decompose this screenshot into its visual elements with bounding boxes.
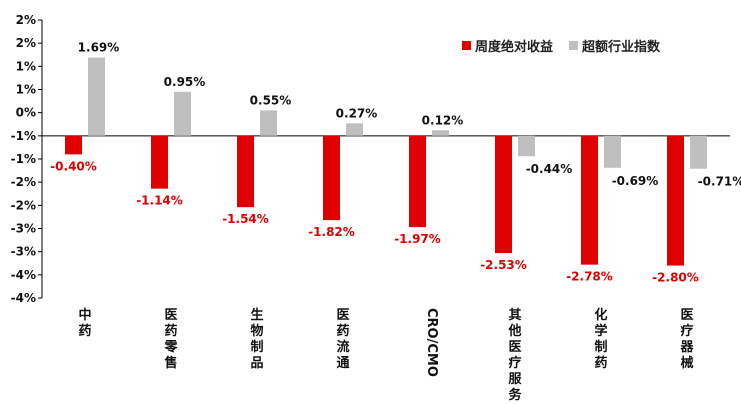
data-label-excess-index-1: 1.69% [78,41,120,55]
legend-item-excess-index: 超额行业指数 [569,36,660,55]
category-label-4: 医药流通 [336,308,350,371]
legend-label-excess-index: 超额行业指数 [582,40,661,55]
bar-excess-index-1 [88,57,105,136]
category-label-7: 化学制药 [594,308,608,371]
category-label-1: 中药 [78,308,92,339]
data-label-excess-index-4: 0.27% [336,106,378,120]
bar-absolute-return-3 [237,135,254,208]
y-tick-label: -4% [11,268,36,282]
bar-excess-index-4 [346,123,363,136]
bar-absolute-return-5 [409,135,426,228]
category-label-8: 医疗器械 [680,308,694,371]
category-label-3: 生物制品 [250,308,264,371]
y-tick-label: -4% [11,291,36,305]
data-label-excess-index-5: 0.12% [422,113,464,127]
y-tick-label: -2% [11,198,36,212]
chart-legend: 周度绝对收益 超额行业指数 [462,36,660,55]
legend-item-absolute-return: 周度绝对收益 [462,36,553,55]
bar-absolute-return-7 [581,135,598,265]
category-label-5: CRO/CMO [424,308,439,377]
data-label-excess-index-3: 0.55% [250,93,292,107]
bar-absolute-return-6 [495,135,512,254]
data-label-absolute-return-6: -2.53% [480,258,527,272]
chart-bars [65,57,707,266]
bar-excess-index-6 [518,135,535,157]
y-tick-label: -3% [11,222,36,236]
data-label-absolute-return-7: -2.78% [566,270,613,284]
category-label-6: 其他医疗服务 [508,308,522,403]
y-tick-label: 1% [16,59,36,73]
bar-excess-index-8 [690,135,707,169]
y-tick-label: -3% [11,245,36,259]
data-label-absolute-return-4: -1.82% [308,225,355,239]
data-label-absolute-return-8: -2.80% [652,271,699,285]
bar-excess-index-5 [432,130,449,136]
y-tick-label: -2% [11,175,36,189]
y-tick-label: -1% [11,152,36,166]
bar-absolute-return-4 [323,135,340,221]
data-label-excess-index-6: -0.44% [526,162,573,176]
y-tick-label: 2% [16,36,36,50]
bar-excess-index-2 [174,91,191,136]
y-tick-label: 0% [16,106,36,120]
legend-swatch-gray [569,41,579,50]
y-tick-label: -1% [11,129,36,143]
data-label-excess-index-8: -0.71% [698,175,741,189]
data-labels: -0.40% 1.69% -1.14% 0.95% -1.54% 0.55% -1.82% 0… [50,41,741,285]
y-tick-label: 1% [16,83,36,97]
data-label-absolute-return-1: -0.40% [50,159,97,173]
bar-absolute-return-2 [151,135,168,189]
bar-excess-index-3 [260,110,277,136]
bar-absolute-return-1 [65,135,82,155]
data-label-excess-index-2: 0.95% [164,75,206,89]
data-label-excess-index-7: -0.69% [612,174,659,188]
legend-swatch-red [462,41,471,50]
chart-axes [41,20,730,298]
bar-excess-index-7 [604,135,621,168]
data-label-absolute-return-2: -1.14% [136,194,183,208]
data-label-absolute-return-3: -1.54% [222,212,269,226]
data-label-absolute-return-5: -1.97% [394,232,441,246]
bar-absolute-return-8 [667,135,684,266]
category-label-2: 医药零售 [164,308,178,371]
y-tick-label: 2% [16,13,36,27]
y-axis-ticks: 2% 2% 1% 1% 0% -1% -1% -2% -2% -3% -3% -4% -4% [11,13,42,305]
legend-label-absolute-return: 周度绝对收益 [475,40,554,55]
